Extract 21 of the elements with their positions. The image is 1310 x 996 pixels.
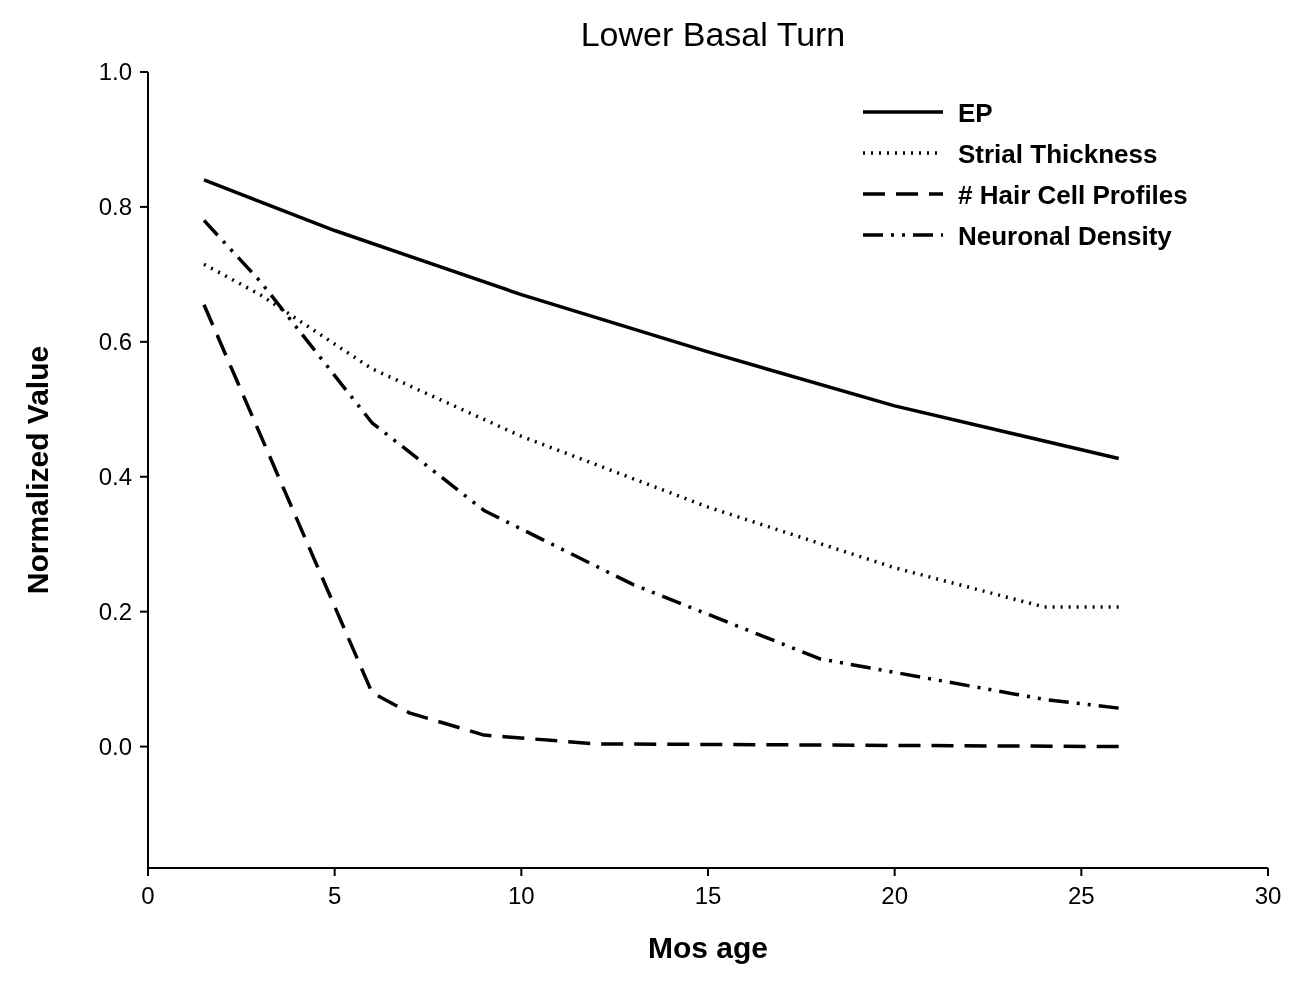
x-tick-label: 10 [507,882,535,909]
x-axis-title: Mos age [647,931,769,964]
line-series [202,302,1121,749]
x-tick-label: 0 [141,882,155,909]
x-tick-label: 15 [694,882,722,909]
legend-label: EP [958,98,993,128]
y-axis-title: Normalized Value [21,345,54,595]
x-tick-label: 30 [1254,882,1282,909]
x-tick-label: 20 [881,882,909,909]
y-tick-label: 0.0 [98,732,132,760]
legend-label: Strial Thickness [958,139,1158,169]
legend-label: # Hair Cell Profiles [958,180,1188,210]
y-tick-label: 0.2 [98,597,132,625]
y-tick-label: 0.4 [98,462,132,490]
y-tick-label: 0.6 [98,327,132,355]
x-tick-label: 25 [1067,882,1095,909]
x-tick-label: 5 [327,882,342,909]
chart-title: Lower Basal Turn [580,15,846,53]
y-tick-label: 0.8 [98,192,132,220]
legend-label: Neuronal Density [958,221,1173,251]
y-tick-label: 1.0 [98,58,132,85]
